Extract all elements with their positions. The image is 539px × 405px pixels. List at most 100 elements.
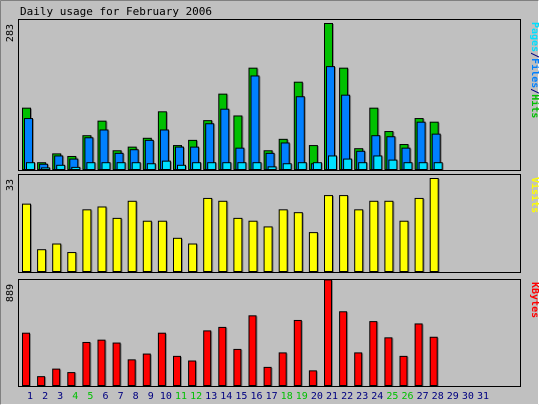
bar-usage-pages-day-11 — [177, 164, 186, 170]
chart-panels: 283 Pages/Files/Hits 33 Visits 889 KBytes — [5, 19, 539, 387]
bar-kbytes-kbytes-day-20 — [308, 370, 317, 386]
panel-visits: 33 Visits — [5, 174, 539, 273]
panel-frame-usage — [18, 19, 521, 171]
bar-visits-visits-day-19 — [293, 212, 303, 273]
bar-kbytes-kbytes-day-1 — [22, 332, 30, 386]
bar-usage-pages-day-7 — [116, 162, 126, 170]
bar-usage-files-day-14 — [220, 108, 230, 170]
day-label-25: 25 — [386, 391, 398, 402]
bar-kbytes-kbytes-day-3 — [52, 368, 61, 386]
bar-usage-pages-day-18 — [282, 163, 292, 170]
bar-usage-pages-day-20 — [312, 162, 322, 170]
bar-kbytes-kbytes-day-5 — [82, 341, 91, 386]
bar-usage-files-day-22 — [341, 94, 351, 170]
legend-part-usage-3: / — [529, 88, 539, 94]
bar-visits-visits-day-2 — [37, 249, 47, 273]
bar-kbytes-kbytes-day-21 — [324, 279, 332, 386]
day-label-10: 10 — [160, 391, 172, 402]
day-label-19: 19 — [296, 391, 308, 402]
day-label-27: 27 — [417, 391, 429, 402]
legend-part-visits-0: Visits — [529, 177, 539, 213]
panel-frame-kbytes — [18, 279, 521, 387]
day-label-24: 24 — [371, 391, 383, 402]
day-label-15: 15 — [235, 391, 247, 402]
legend-part-usage-1: / — [529, 52, 539, 58]
bar-usage-files-day-21 — [326, 66, 335, 170]
bar-kbytes-kbytes-day-4 — [67, 372, 76, 387]
day-label-11: 11 — [175, 391, 187, 402]
day-label-16: 16 — [250, 391, 262, 402]
panel-frame-visits — [18, 174, 521, 273]
day-label-5: 5 — [87, 391, 93, 402]
bar-visits-visits-day-7 — [112, 217, 122, 272]
x-axis-day-labels: 1 2 3 4 5 6 7 8 9 10 11 12 13 14 15 16 17 18 19 20 21 22 23 24 2… — [27, 391, 489, 402]
bar-usage-pages-day-8 — [131, 162, 141, 170]
bar-usage-pages-day-13 — [207, 162, 217, 170]
legend-usage: Pages/Files/Hits — [529, 22, 539, 118]
bar-usage-pages-day-27 — [418, 162, 428, 170]
day-label-18: 18 — [281, 391, 293, 402]
max-label-usage: 283 — [5, 24, 16, 42]
day-label-17: 17 — [266, 391, 278, 402]
chart-title: Daily usage for February 2006 — [20, 5, 212, 18]
legend-part-kbytes-0: KBytes — [529, 282, 539, 318]
day-label-26: 26 — [401, 391, 413, 402]
legend-part-usage-4: Hits — [529, 94, 539, 118]
day-label-29: 29 — [447, 391, 459, 402]
bar-kbytes-kbytes-day-16 — [248, 315, 257, 386]
bar-kbytes-kbytes-day-28 — [429, 336, 438, 386]
bar-kbytes-kbytes-day-10 — [157, 332, 166, 386]
legend-visits: Visits — [529, 177, 539, 213]
bar-usage-pages-day-23 — [358, 162, 368, 170]
bar-usage-pages-day-4 — [71, 166, 81, 170]
bar-visits-visits-day-26 — [399, 220, 409, 273]
day-label-6: 6 — [102, 391, 108, 402]
bar-visits-visits-day-6 — [97, 206, 107, 272]
max-label-kbytes: 889 — [5, 284, 16, 302]
day-label-7: 7 — [118, 391, 124, 402]
legend-part-usage-2: Files — [529, 58, 539, 88]
bar-usage-pages-day-2 — [41, 167, 51, 171]
bar-usage-pages-day-17 — [267, 166, 277, 170]
day-label-1: 1 — [27, 391, 33, 402]
bar-kbytes-kbytes-day-24 — [369, 321, 378, 386]
bar-usage-pages-day-10 — [161, 160, 171, 170]
bar-kbytes-kbytes-day-26 — [399, 355, 408, 386]
bar-usage-pages-day-5 — [86, 162, 96, 170]
bar-visits-visits-day-12 — [188, 243, 198, 272]
bar-usage-pages-day-12 — [192, 162, 202, 170]
bar-kbytes-kbytes-day-7 — [112, 342, 121, 386]
day-label-2: 2 — [42, 391, 48, 402]
bar-visits-visits-day-20 — [308, 232, 318, 273]
bar-usage-pages-day-1 — [26, 162, 35, 170]
day-label-4: 4 — [72, 391, 78, 402]
bar-kbytes-kbytes-day-18 — [278, 352, 287, 386]
bar-usage-pages-day-15 — [237, 162, 247, 170]
day-label-3: 3 — [57, 391, 63, 402]
bar-usage-pages-day-21 — [328, 155, 337, 170]
bar-visits-visits-day-9 — [142, 220, 152, 273]
day-label-14: 14 — [220, 391, 232, 402]
bar-kbytes-kbytes-day-27 — [414, 323, 423, 387]
day-label-31: 31 — [477, 391, 489, 402]
bar-visits-visits-day-14 — [218, 200, 228, 272]
day-label-22: 22 — [341, 391, 353, 402]
bar-kbytes-kbytes-day-19 — [293, 319, 302, 386]
legend-kbytes: KBytes — [529, 282, 539, 318]
bar-kbytes-kbytes-day-22 — [339, 311, 348, 386]
day-label-28: 28 — [432, 391, 444, 402]
bar-kbytes-kbytes-day-14 — [218, 326, 227, 386]
bar-usage-pages-day-25 — [388, 159, 398, 171]
bar-visits-visits-day-25 — [384, 200, 394, 272]
panel-kbytes: 889 KBytes — [5, 279, 539, 387]
bar-visits-visits-day-27 — [414, 197, 424, 272]
day-label-8: 8 — [133, 391, 139, 402]
bar-visits-visits-day-23 — [354, 209, 364, 272]
bar-kbytes-kbytes-day-12 — [188, 360, 197, 386]
bar-visits-visits-day-21 — [324, 195, 333, 272]
bar-visits-visits-day-5 — [82, 209, 92, 272]
day-label-21: 21 — [326, 391, 338, 402]
bar-usage-pages-day-28 — [433, 162, 443, 170]
day-label-30: 30 — [462, 391, 474, 402]
